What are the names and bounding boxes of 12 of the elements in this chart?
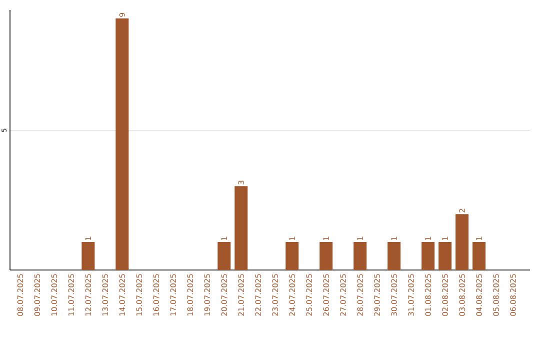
bar [422, 242, 435, 270]
bar [218, 242, 231, 270]
bar [456, 214, 469, 270]
bar [116, 18, 129, 270]
bar [438, 242, 452, 270]
bar [286, 242, 299, 270]
bar [472, 242, 486, 270]
bar [354, 242, 367, 270]
bar [82, 242, 95, 270]
bar [388, 242, 401, 270]
bar [234, 186, 248, 270]
bar [320, 242, 333, 270]
